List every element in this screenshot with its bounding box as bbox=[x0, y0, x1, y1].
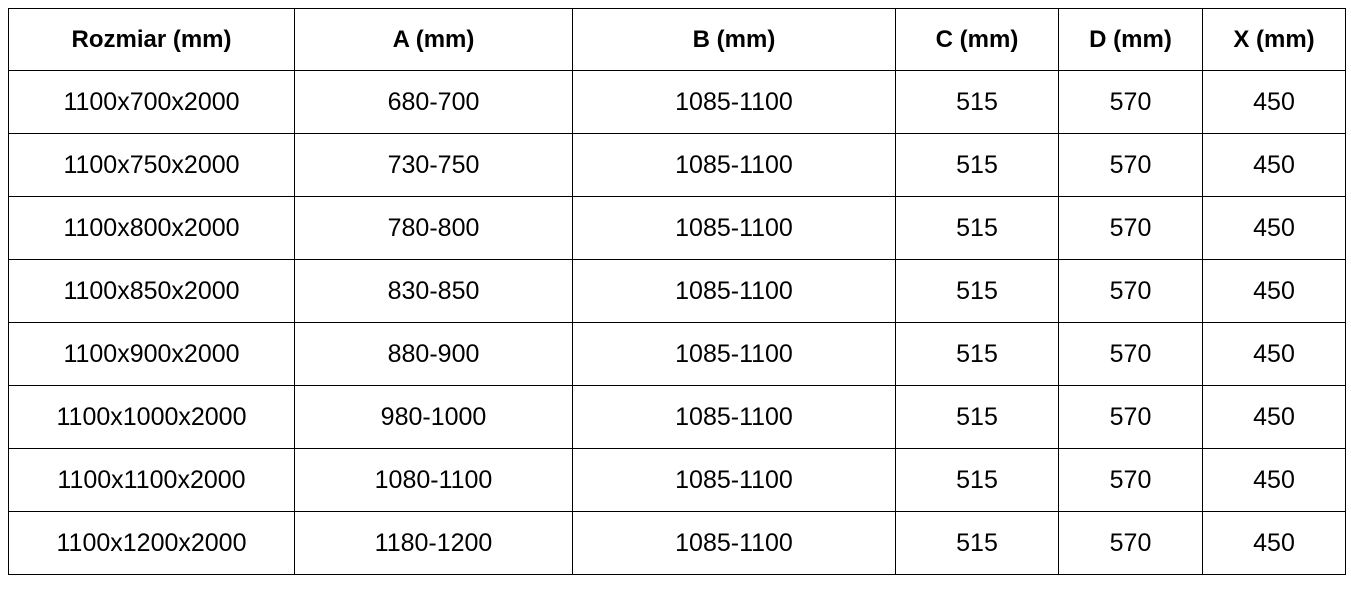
cell-b: 1085-1100 bbox=[572, 196, 896, 260]
cell-size: 1100x1000x2000 bbox=[8, 385, 295, 449]
cell-x: 450 bbox=[1202, 322, 1346, 386]
cell-x: 450 bbox=[1202, 259, 1346, 323]
table-row: 1100x850x2000 830-850 1085-1100 515 570 450 bbox=[8, 259, 1346, 323]
column-header-size: Rozmiar (mm) bbox=[8, 8, 295, 71]
cell-c: 515 bbox=[895, 70, 1059, 134]
cell-size: 1100x800x2000 bbox=[8, 196, 295, 260]
cell-x: 450 bbox=[1202, 133, 1346, 197]
cell-c: 515 bbox=[895, 511, 1059, 575]
cell-b: 1085-1100 bbox=[572, 385, 896, 449]
cell-a: 880-900 bbox=[294, 322, 573, 386]
cell-d: 570 bbox=[1058, 259, 1203, 323]
column-header-d: D (mm) bbox=[1058, 8, 1203, 71]
cell-size: 1100x850x2000 bbox=[8, 259, 295, 323]
cell-d: 570 bbox=[1058, 511, 1203, 575]
cell-d: 570 bbox=[1058, 385, 1203, 449]
cell-x: 450 bbox=[1202, 70, 1346, 134]
cell-b: 1085-1100 bbox=[572, 259, 896, 323]
cell-a: 1180-1200 bbox=[294, 511, 573, 575]
cell-x: 450 bbox=[1202, 196, 1346, 260]
cell-a: 830-850 bbox=[294, 259, 573, 323]
cell-a: 730-750 bbox=[294, 133, 573, 197]
cell-a: 980-1000 bbox=[294, 385, 573, 449]
cell-b: 1085-1100 bbox=[572, 511, 896, 575]
cell-c: 515 bbox=[895, 385, 1059, 449]
cell-size: 1100x750x2000 bbox=[8, 133, 295, 197]
cell-d: 570 bbox=[1058, 196, 1203, 260]
cell-c: 515 bbox=[895, 448, 1059, 512]
column-header-c: C (mm) bbox=[895, 8, 1059, 71]
cell-d: 570 bbox=[1058, 70, 1203, 134]
cell-size: 1100x700x2000 bbox=[8, 70, 295, 134]
cell-d: 570 bbox=[1058, 448, 1203, 512]
cell-d: 570 bbox=[1058, 133, 1203, 197]
cell-b: 1085-1100 bbox=[572, 70, 896, 134]
table-row: 1100x1100x2000 1080-1100 1085-1100 515 570 45… bbox=[8, 448, 1346, 512]
cell-c: 515 bbox=[895, 196, 1059, 260]
cell-x: 450 bbox=[1202, 511, 1346, 575]
column-header-b: B (mm) bbox=[572, 8, 896, 71]
cell-a: 780-800 bbox=[294, 196, 573, 260]
cell-d: 570 bbox=[1058, 322, 1203, 386]
cell-b: 1085-1100 bbox=[572, 448, 896, 512]
cell-b: 1085-1100 bbox=[572, 133, 896, 197]
cell-a: 680-700 bbox=[294, 70, 573, 134]
dimensions-table: Rozmiar (mm) A (mm) B (mm) C (mm) D (mm) X (m… bbox=[8, 8, 1346, 575]
cell-b: 1085-1100 bbox=[572, 322, 896, 386]
column-header-x: X (mm) bbox=[1202, 8, 1346, 71]
cell-x: 450 bbox=[1202, 385, 1346, 449]
table-row: 1100x1200x2000 1180-1200 1085-1100 515 570 45… bbox=[8, 511, 1346, 575]
cell-c: 515 bbox=[895, 259, 1059, 323]
table-row: 1100x1000x2000 980-1000 1085-1100 515 570 450 bbox=[8, 385, 1346, 449]
table-row: 1100x900x2000 880-900 1085-1100 515 570 450 bbox=[8, 322, 1346, 386]
cell-a: 1080-1100 bbox=[294, 448, 573, 512]
table-row: 1100x700x2000 680-700 1085-1100 515 570 450 bbox=[8, 70, 1346, 134]
cell-size: 1100x1200x2000 bbox=[8, 511, 295, 575]
cell-size: 1100x1100x2000 bbox=[8, 448, 295, 512]
cell-c: 515 bbox=[895, 322, 1059, 386]
header-row: Rozmiar (mm) A (mm) B (mm) C (mm) D (mm) X (m… bbox=[8, 8, 1346, 71]
table-row: 1100x800x2000 780-800 1085-1100 515 570 450 bbox=[8, 196, 1346, 260]
column-header-a: A (mm) bbox=[294, 8, 573, 71]
table-row: 1100x750x2000 730-750 1085-1100 515 570 450 bbox=[8, 133, 1346, 197]
cell-x: 450 bbox=[1202, 448, 1346, 512]
cell-size: 1100x900x2000 bbox=[8, 322, 295, 386]
cell-c: 515 bbox=[895, 133, 1059, 197]
